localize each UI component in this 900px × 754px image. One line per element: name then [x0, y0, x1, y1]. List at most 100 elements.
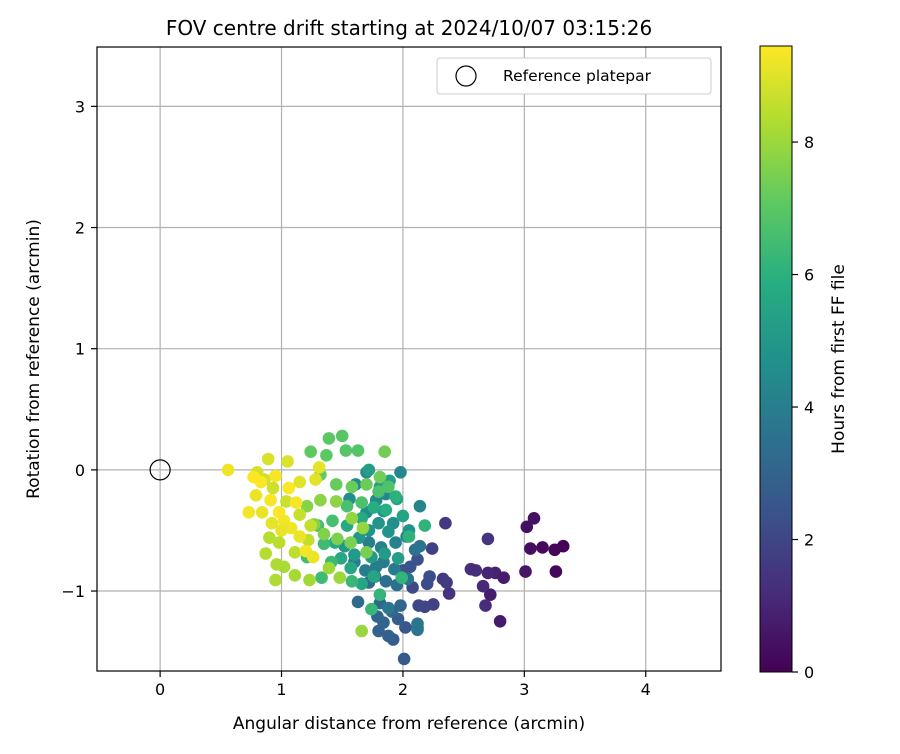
data-point: [481, 566, 495, 580]
data-point: [367, 570, 381, 583]
data-point: [329, 495, 343, 508]
data-point: [322, 432, 336, 445]
data-point: [345, 512, 359, 525]
data-point: [382, 525, 395, 538]
data-point: [524, 542, 537, 555]
data-point: [391, 552, 405, 565]
data-point: [413, 499, 427, 513]
legend-marker: [455, 65, 477, 87]
data-point: [265, 516, 279, 530]
data-point: [312, 461, 326, 474]
colorbar-tick-label: 4: [804, 398, 814, 417]
y-axis-ticks: −1 0 1 2 3: [61, 97, 97, 601]
data-point: [356, 521, 370, 535]
data-point: [389, 490, 402, 503]
data-point: [372, 485, 385, 499]
chart-title: FOV centre drift starting at 2024/10/07 …: [166, 16, 652, 40]
data-point: [362, 463, 376, 477]
data-point: [345, 480, 359, 494]
data-point: [413, 539, 427, 553]
data-point: [303, 573, 316, 587]
colorbar-tick-label: 6: [804, 266, 814, 285]
data-point: [369, 560, 383, 574]
data-point: [333, 571, 347, 584]
data-point: [264, 493, 277, 507]
colorbar-tick-label: 8: [804, 133, 814, 152]
data-point: [293, 530, 307, 543]
y-tick-label: −1: [61, 582, 85, 601]
data-point: [402, 530, 416, 543]
data-point: [288, 546, 302, 559]
x-tick-label: 1: [276, 680, 286, 699]
data-point: [242, 506, 256, 519]
data-point: [396, 509, 410, 523]
data-point: [345, 575, 359, 588]
data-point: [270, 558, 284, 571]
data-point: [497, 571, 511, 584]
plot-frame: [96, 46, 722, 672]
colorbar-tick-label: 2: [804, 531, 814, 550]
data-point: [314, 493, 327, 507]
x-tick-label: 2: [398, 680, 408, 699]
data-point: [355, 496, 369, 509]
data-point: [266, 481, 280, 495]
data-point: [382, 601, 395, 615]
data-point: [263, 531, 276, 544]
x-tick-label: 4: [641, 680, 651, 699]
data-point: [329, 478, 343, 491]
data-point: [423, 570, 436, 583]
data-point: [372, 516, 385, 530]
data-point: [247, 470, 260, 484]
data-point: [418, 519, 432, 532]
data-point: [221, 463, 235, 477]
data-point: [548, 543, 561, 557]
x-tick-label: 3: [519, 680, 529, 699]
x-tick-label: 0: [155, 680, 165, 699]
x-axis-label: Angular distance from reference (arcmin): [233, 714, 585, 734]
data-point: [520, 520, 534, 534]
data-point: [249, 489, 263, 502]
data-point: [399, 621, 412, 634]
y-tick-label: 0: [75, 461, 85, 480]
data-point: [335, 429, 349, 443]
data-point: [367, 501, 381, 514]
data-point: [379, 575, 393, 588]
data-point: [493, 615, 507, 628]
colorbar-ticks: 0 2 4 6 8: [792, 133, 814, 682]
data-point: [255, 506, 269, 519]
data-point: [282, 481, 296, 495]
data-point: [275, 524, 288, 537]
data-point: [484, 588, 497, 601]
data-point: [519, 565, 532, 578]
data-points: [221, 429, 570, 666]
x-axis-ticks: 0 1 2 3 4: [155, 671, 651, 699]
data-point: [527, 512, 541, 525]
data-point: [293, 508, 307, 521]
data-point: [355, 624, 369, 638]
data-point: [479, 599, 492, 612]
data-point: [272, 536, 286, 549]
colorbar: 0 2 4 6 8 Hours from first FF file: [759, 45, 849, 682]
data-point: [536, 541, 549, 554]
data-point: [440, 576, 453, 589]
data-point: [322, 561, 336, 575]
data-point: [379, 503, 393, 517]
data-point: [382, 629, 395, 643]
data-point: [425, 542, 439, 555]
data-point: [320, 449, 333, 462]
data-point: [411, 623, 424, 637]
legend-label: Reference platepar: [503, 67, 652, 85]
colorbar-tick-label: 0: [804, 663, 814, 682]
legend: Reference platepar: [436, 57, 712, 95]
data-point: [378, 445, 392, 459]
data-point: [304, 519, 318, 532]
data-point: [269, 469, 282, 483]
data-point: [476, 579, 490, 593]
data-point: [351, 595, 365, 609]
y-tick-label: 3: [75, 97, 85, 116]
data-point: [280, 495, 293, 508]
data-point: [360, 478, 373, 491]
data-point: [442, 587, 456, 600]
data-point: [306, 550, 320, 564]
